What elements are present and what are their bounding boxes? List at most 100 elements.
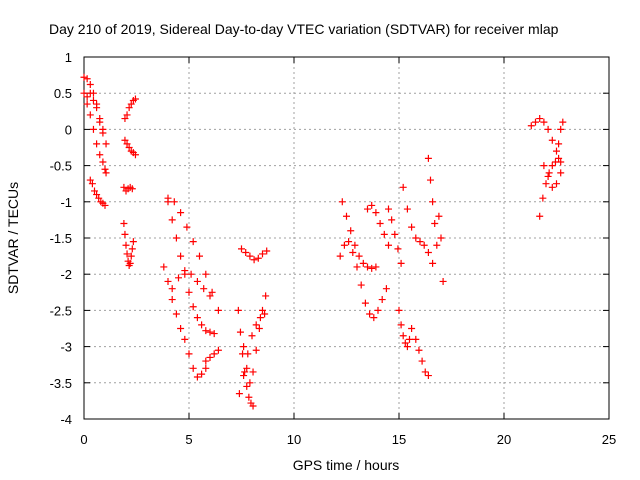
data-point: [245, 393, 253, 401]
data-point: [380, 230, 388, 238]
data-point: [249, 368, 257, 376]
data-point: [160, 263, 168, 271]
series-arc-t: [364, 201, 392, 249]
data-point: [376, 220, 384, 228]
data-point: [91, 187, 98, 195]
data-point: [96, 151, 104, 159]
data-point: [540, 118, 548, 126]
series-arc-d: [86, 176, 109, 209]
data-point: [249, 402, 257, 410]
data-point: [361, 299, 369, 307]
data-point: [406, 335, 413, 343]
data-point: [240, 372, 248, 380]
series-arc-s: [336, 238, 390, 322]
data-point: [241, 368, 249, 376]
data-point: [95, 194, 103, 202]
data-point: [336, 252, 344, 260]
data-point: [196, 252, 203, 260]
series-arc-g: [120, 183, 136, 195]
y-tick-label: 0: [65, 122, 72, 137]
data-point: [189, 238, 197, 246]
series-arc-aa: [527, 115, 565, 166]
data-point: [248, 332, 256, 340]
data-point: [349, 248, 357, 256]
data-point: [123, 140, 131, 148]
y-tick-label: 0.5: [54, 86, 72, 101]
data-point: [181, 267, 189, 275]
data-points: [80, 73, 567, 410]
data-point: [433, 241, 441, 249]
data-point: [540, 162, 548, 170]
data-point: [527, 122, 535, 130]
data-point: [83, 93, 91, 101]
series-arc-j: [164, 198, 218, 338]
y-tick-label: -2.5: [50, 303, 72, 318]
data-point: [210, 330, 218, 338]
data-point: [364, 205, 371, 213]
data-point: [101, 201, 109, 209]
data-point: [127, 252, 135, 260]
data-point: [93, 104, 101, 112]
data-point: [351, 241, 359, 249]
data-point: [246, 252, 254, 260]
data-point: [214, 346, 222, 354]
data-point: [347, 227, 355, 235]
data-point: [397, 321, 405, 329]
data-point: [255, 325, 263, 332]
y-tick-label: -3.5: [50, 376, 72, 391]
data-point: [536, 115, 544, 123]
data-point: [206, 292, 214, 300]
series-arc-h: [120, 220, 137, 270]
series-arc-w: [399, 183, 437, 267]
data-point: [120, 220, 128, 228]
data-point: [189, 303, 197, 311]
data-point: [208, 288, 216, 296]
data-point: [357, 281, 365, 289]
data-point: [403, 205, 411, 213]
data-point: [250, 256, 258, 264]
data-point: [420, 241, 428, 249]
chart-title: Day 210 of 2019, Sidereal Day-to-day VTE…: [49, 21, 559, 37]
data-point: [129, 238, 137, 246]
data-point: [391, 230, 399, 238]
data-point: [431, 220, 439, 228]
data-point: [244, 350, 252, 358]
data-point: [557, 125, 565, 133]
data-point: [170, 198, 178, 206]
data-point: [183, 223, 191, 231]
data-point: [80, 73, 88, 81]
data-point: [86, 81, 94, 89]
data-point: [242, 248, 250, 256]
data-point: [548, 136, 556, 144]
data-point: [403, 343, 411, 351]
data-point: [553, 180, 560, 188]
data-point: [372, 263, 380, 271]
data-point: [125, 104, 133, 112]
data-point: [131, 95, 139, 103]
x-axis-label: GPS time / hours: [293, 457, 400, 473]
data-point: [193, 373, 201, 381]
data-point: [210, 350, 218, 358]
data-point: [553, 147, 560, 155]
data-point: [240, 343, 248, 351]
data-point: [101, 165, 109, 173]
data-point: [168, 216, 176, 224]
data-point: [121, 115, 129, 123]
data-point: [83, 100, 91, 108]
data-point: [435, 212, 443, 220]
data-point: [364, 263, 371, 271]
data-point: [418, 357, 426, 365]
y-tick-label: 1: [65, 50, 72, 65]
data-point: [187, 270, 195, 278]
data-point: [366, 310, 374, 318]
data-point: [120, 183, 128, 191]
data-point: [177, 252, 185, 260]
series-arc-a: [80, 89, 110, 177]
series-arc-ad: [555, 118, 567, 148]
data-point: [359, 259, 367, 267]
series-arc-u: [385, 205, 405, 267]
series-arc-k: [164, 194, 222, 314]
series-arc-f: [121, 136, 139, 159]
data-point: [123, 250, 131, 258]
